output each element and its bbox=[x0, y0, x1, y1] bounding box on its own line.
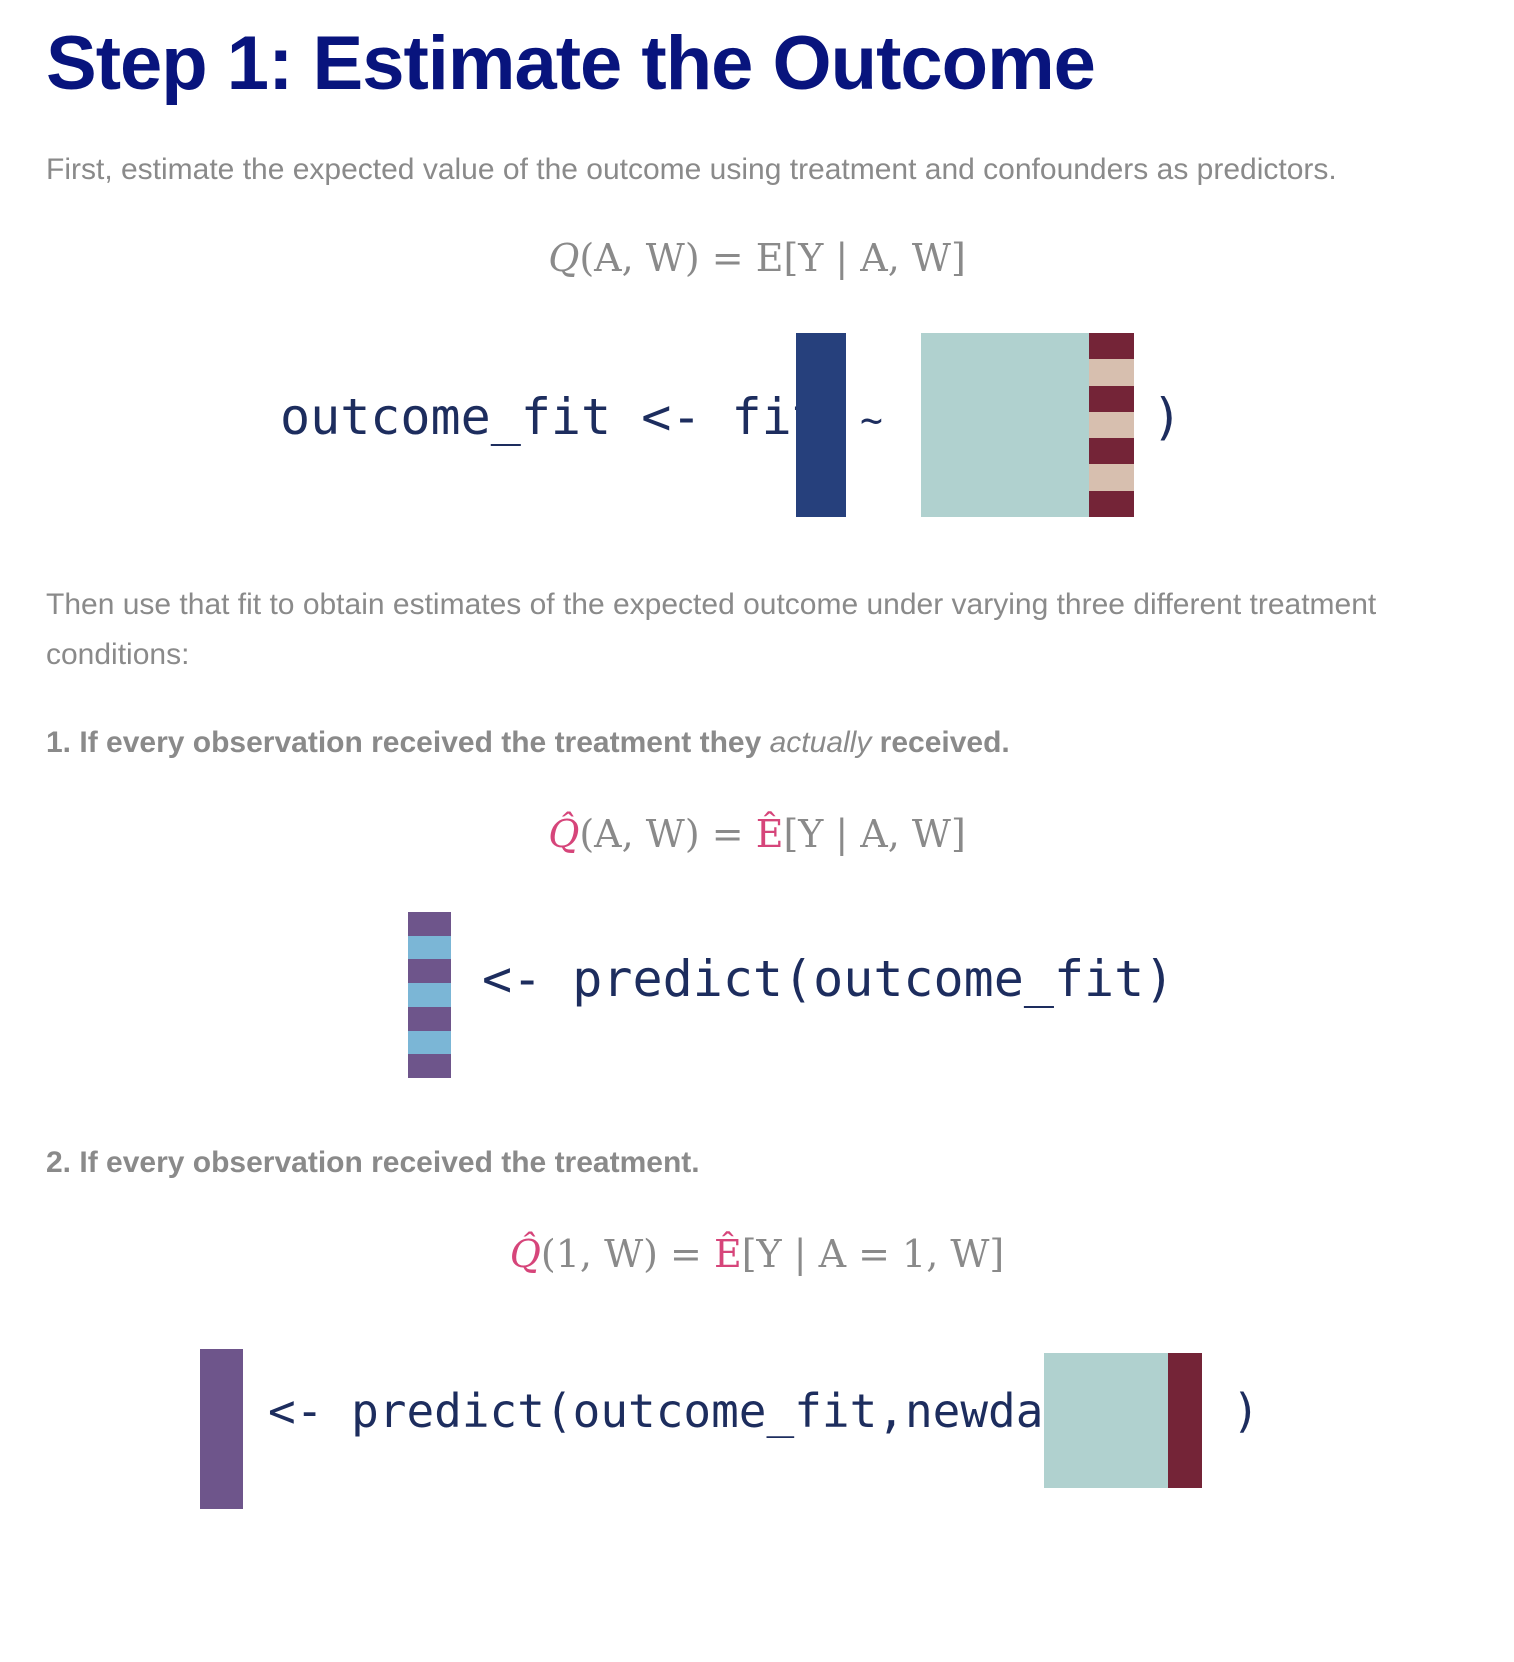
code-tilde: ~ bbox=[860, 398, 883, 442]
item1-emph: actually bbox=[769, 726, 872, 759]
code-predict-newdata: <- predict(outcome_fit,newdata= bbox=[268, 1384, 1127, 1438]
eq2-lhs-fn: Q̂ bbox=[548, 812, 580, 856]
newdata-treatment-column bbox=[1168, 1353, 1202, 1488]
eq1-rhs-op: E bbox=[755, 236, 784, 280]
eq3-rhs-args: [Y | A = 1, W] bbox=[741, 1232, 1005, 1276]
condition-2-heading: 2. If every observation received the tre… bbox=[46, 1146, 700, 1179]
confounders-w-matrix bbox=[921, 333, 1089, 517]
eq2-rhs-args: [Y | A, W] bbox=[783, 812, 966, 856]
intro-paragraph: First, estimate the expected value of th… bbox=[46, 153, 1337, 186]
equation-q-definition: Q(A, W) = E[Y | A, W] bbox=[548, 236, 966, 280]
equation-q-hat-observed: Q̂(A, W) = Ê[Y | A, W] bbox=[548, 812, 966, 856]
code-predict-observed: <- predict(outcome_fit) bbox=[482, 950, 1175, 1008]
then-paragraph: Then use that fit to obtain estimates of… bbox=[46, 588, 1377, 671]
eq1-lhs-args: (A, W) bbox=[579, 236, 700, 280]
condition-1-heading: 1. If every observation received the tre… bbox=[46, 726, 1010, 760]
newdata-confounders-matrix bbox=[1044, 1353, 1168, 1488]
eq2-rhs-op: Ê bbox=[755, 812, 784, 856]
code-fit-prefix: outcome_fit <- fit( bbox=[280, 388, 852, 446]
page-title: Step 1: Estimate the Outcome bbox=[46, 21, 1096, 106]
eq2-lhs-args: (A, W) bbox=[579, 812, 700, 856]
treatment-a-column bbox=[1089, 333, 1134, 517]
eq3-lhs-fn: Q̂ bbox=[509, 1232, 541, 1276]
predicted-treated-column bbox=[200, 1349, 243, 1509]
code-newdata-close-paren: ) bbox=[1232, 1384, 1260, 1438]
eq1-lhs-fn: Q bbox=[548, 236, 580, 280]
equation-q-hat-treated: Q̂(1, W) = Ê[Y | A = 1, W] bbox=[509, 1232, 1005, 1276]
item1-before: 1. If every observation received the tre… bbox=[46, 726, 770, 759]
outcome-y-column bbox=[796, 333, 846, 517]
code-fit-close-paren: ) bbox=[1152, 388, 1183, 446]
eq3-rhs-op: Ê bbox=[713, 1232, 742, 1276]
item1-after: received. bbox=[871, 726, 1010, 759]
predicted-observed-column bbox=[408, 912, 451, 1079]
eq1-rhs-args: [Y | A, W] bbox=[783, 236, 966, 280]
eq3-lhs-args: (1, W) bbox=[540, 1232, 658, 1276]
